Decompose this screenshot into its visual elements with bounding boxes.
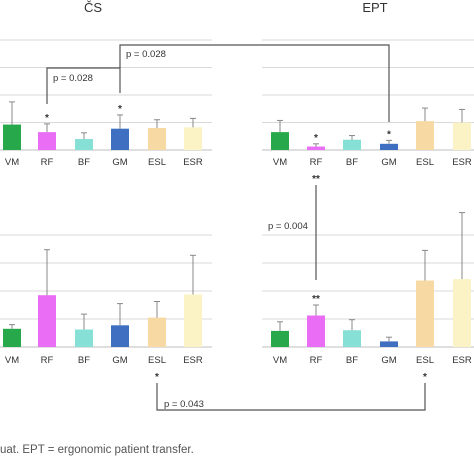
tick-label-vm: VM [5,355,19,366]
tick-label-esl: ESL [148,157,166,168]
significance-star: * [387,129,391,140]
bar-rf [307,146,325,150]
bar-esr [453,279,471,347]
figure-caption: uat. EPT = ergonomic patient transfer. [0,444,194,456]
significance-star: * [314,133,318,144]
tick-label-esl: ESL [416,157,434,168]
bar-rf [38,132,56,150]
tick-label-bf: BF [78,355,90,366]
bar-vm [271,330,289,347]
bar-esl [416,121,434,150]
tick-label-rf: RF [310,355,323,366]
tick-label-esl: ESL [416,355,434,366]
tick-label-vm: VM [273,355,287,366]
bar-esr [184,294,202,347]
p-value-label: p = 0.028 [53,73,93,84]
bar-esr [453,122,471,150]
tick-label-esr: ESR [452,157,472,168]
tick-label-bf: BF [346,355,358,366]
tick-label-rf: RF [41,157,54,168]
tick-label-vm: VM [5,157,19,168]
bar-gm [111,325,129,347]
bar-bf [343,139,361,150]
bar-bf [75,329,93,347]
panel-bottom-right: VM RF ** BF GM ESL ESR [262,212,474,366]
panel-titles: ČS EPT [84,0,388,15]
bar-vm [3,124,21,150]
bar-gm [111,128,129,150]
tick-label-vm: VM [273,157,287,168]
bar-gm [380,341,398,347]
chart-panels: VM RF * BF GM * ESL ESR VM RF * BF GM * ESL ESR VM RF BF GM… [0,39,474,366]
bar-esl [148,317,166,347]
tick-label-esr: ESR [183,157,203,168]
tick-label-bf: BF [346,157,358,168]
panel-top-right: VM RF * BF GM * ESL ESR [262,39,474,168]
bar-rf [38,295,56,347]
bar-esl [416,280,434,347]
significance-star: ** [312,174,320,185]
bracket-cs-rf-gm [46,67,121,104]
tick-label-gm: GM [381,157,396,168]
bar-esl [148,128,166,150]
tick-label-bf: BF [78,157,90,168]
p-value-label: p = 0.004 [268,221,308,232]
tick-label-gm: GM [112,157,127,168]
bar-vm [3,328,21,347]
bar-rf [307,315,325,347]
p-value-label: p = 0.028 [126,49,166,60]
bar-bf [75,139,93,150]
significance-star: ** [312,294,320,305]
p-value-label: p = 0.043 [164,399,204,410]
bracket-cs-ept-gm [119,44,390,122]
panel-top-left: VM RF * BF GM * ESL ESR [0,39,212,168]
bar-vm [271,132,289,150]
title-ept: EPT [362,0,387,15]
bar-gm [380,143,398,150]
tick-label-rf: RF [310,157,323,168]
bracket-esl [156,383,426,411]
tick-label-esr: ESR [183,355,203,366]
tick-label-gm: GM [381,355,396,366]
tick-label-esr: ESR [452,355,472,366]
significance-star: * [45,113,49,124]
significance-star: * [118,104,122,115]
title-cs: ČS [84,0,102,15]
bar-bf [343,330,361,347]
tick-label-gm: GM [112,355,127,366]
tick-label-rf: RF [41,355,54,366]
tick-label-esl: ESL [148,355,166,366]
significance-star: * [155,372,159,383]
bar-esr [184,127,202,150]
significance-star: * [423,372,427,383]
panel-bottom-left: VM RF BF GM ESL ESR [0,234,212,366]
